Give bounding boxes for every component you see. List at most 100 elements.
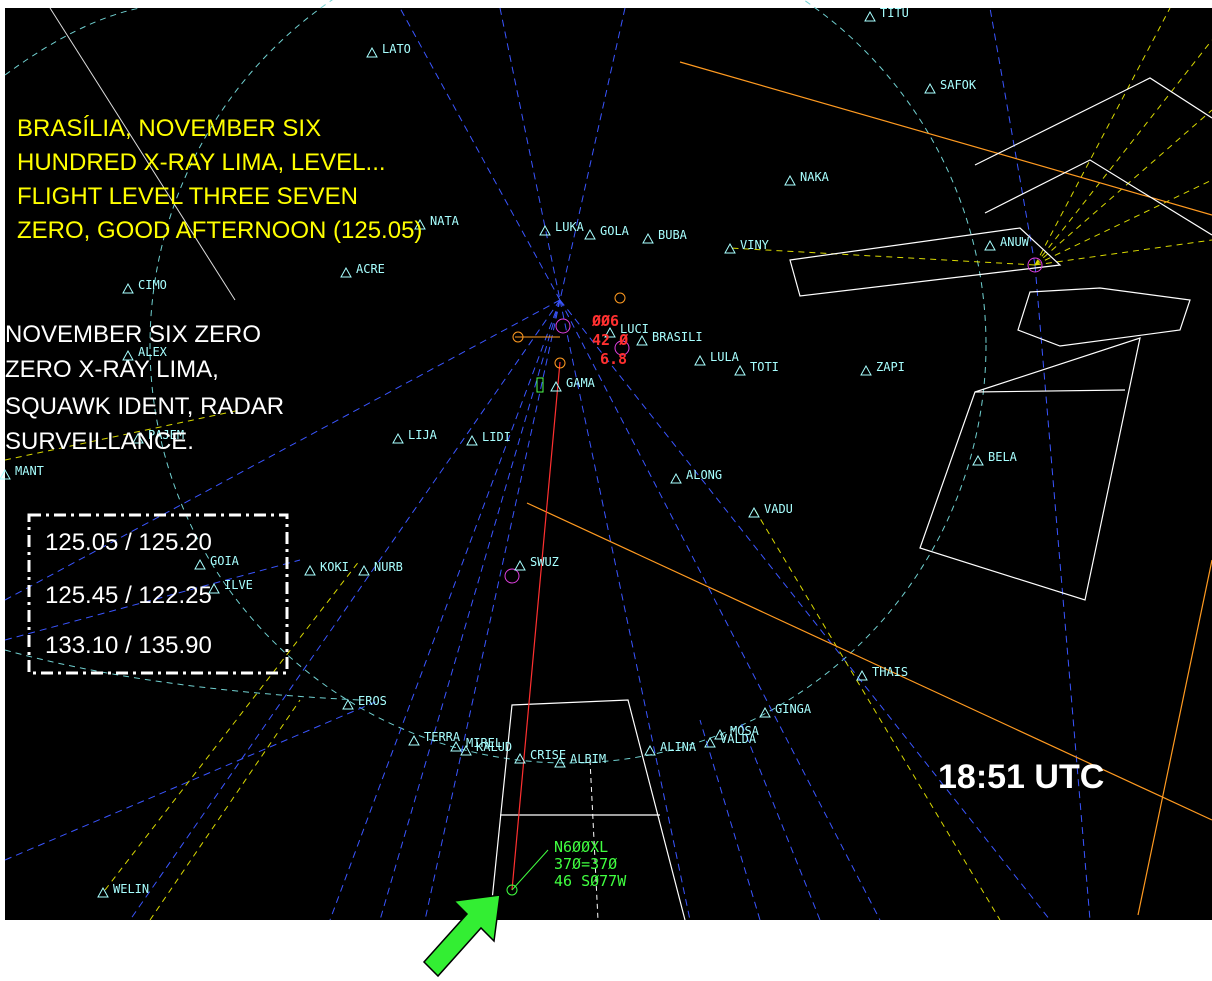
- track-label-line: 6.8: [600, 350, 627, 368]
- range-ring: [4, 7, 141, 76]
- waypoint-symbol: [539, 224, 551, 236]
- waypoint-symbol: [514, 559, 526, 571]
- track-symbol: [512, 331, 524, 343]
- waypoints: TITU SAFOK LATO NAKA NATA LUKA GOLA BUBA VINY ANU…: [0, 6, 1030, 898]
- waypoint-label: VADU: [764, 502, 793, 516]
- waypoint-label: BELA: [988, 450, 1018, 464]
- waypoint-symbol: [194, 558, 206, 570]
- waypoint-label: ANUW: [1000, 235, 1030, 249]
- waypoint-label: ZAPI: [876, 360, 905, 374]
- waypoint-label: TOTI: [750, 360, 779, 374]
- track-symbol: [614, 292, 626, 304]
- waypoint-label: MOSA: [730, 724, 760, 738]
- airway-yellow: [104, 559, 361, 891]
- waypoint-symbol: [972, 454, 984, 466]
- waypoint-label: VINY: [740, 238, 770, 252]
- waypoint-label: MIREL: [466, 736, 502, 750]
- airway-yellow: [1034, 39, 1212, 266]
- airway: [4, 299, 561, 601]
- pointer-arrow: [422, 894, 501, 978]
- waypoint-label: ALONG: [686, 468, 722, 482]
- waypoint-symbol: [784, 174, 796, 186]
- waypoint-label: SAFOK: [940, 78, 977, 92]
- waypoint-label: MANT: [15, 464, 44, 478]
- airway: [559, 299, 691, 921]
- target-label-line: 37Ø=37Ø: [554, 855, 617, 873]
- waypoint-symbol: [304, 564, 316, 576]
- waypoint-label: WELIN: [113, 882, 149, 896]
- airway: [499, 7, 561, 301]
- transcript-line: SQUAWK IDENT, RADAR: [5, 393, 284, 420]
- waypoint-label: ILVE: [224, 578, 253, 592]
- waypoint-symbol: [856, 669, 868, 681]
- frequency: 133.10 / 135.90: [45, 632, 212, 659]
- waypoint-symbol: [358, 564, 370, 576]
- waypoint-label: KALUD: [476, 740, 512, 754]
- waypoint-symbol: [860, 364, 872, 376]
- transcript-line: ZERO X-RAY LIMA,: [5, 356, 219, 383]
- waypoint-label: ALINA: [660, 740, 697, 754]
- other-track-label: ØØ6 42 Ø 6.8: [591, 312, 628, 368]
- waypoint-symbol: [414, 218, 426, 230]
- radar-screen: [5, 8, 1212, 920]
- waypoint-symbol: [584, 228, 596, 240]
- sector: [1017, 287, 1191, 347]
- navaid: [555, 318, 571, 334]
- waypoint-symbol: [342, 698, 354, 710]
- waypoint-symbol: [724, 242, 736, 254]
- range-ring: [149, 0, 987, 764]
- waypoint-label: GOIA: [210, 554, 240, 568]
- pilot-transmission: BRASÍLIA, NOVEMBER SIX HUNDRED X-RAY LIM…: [17, 115, 422, 244]
- waypoint-label: LATO: [382, 42, 411, 56]
- transcript-line: BRASÍLIA, NOVEMBER SIX: [17, 115, 321, 142]
- waypoint-symbol: [864, 10, 876, 22]
- sector: [789, 227, 1062, 297]
- waypoint-symbol: [694, 354, 706, 366]
- transcript-line: FLIGHT LEVEL THREE SEVEN: [17, 183, 358, 210]
- track-label-line: ØØ6: [591, 312, 619, 330]
- airway-yellow: [149, 699, 301, 921]
- waypoint-label: ACRE: [356, 262, 385, 276]
- airway-yellow: [1034, 7, 1171, 266]
- waypoint-label: GAMA: [566, 376, 596, 390]
- waypoint-symbol: [748, 506, 760, 518]
- airway: [699, 719, 761, 921]
- waypoint-symbol: [132, 432, 144, 444]
- waypoint-symbol: [460, 744, 472, 756]
- waypoint-label: LUCI: [620, 322, 649, 336]
- target-symbol: [506, 884, 518, 896]
- airway-yellow: [4, 409, 241, 461]
- waypoint-symbol: [122, 282, 134, 294]
- route-line: [511, 361, 561, 891]
- airway: [4, 699, 381, 861]
- navaid: [1027, 257, 1043, 273]
- boundary-white: [49, 7, 236, 301]
- airway: [424, 299, 561, 921]
- map-lines: [4, 0, 1212, 921]
- waypoint-label: KOKI: [320, 560, 349, 574]
- waypoint-symbol: [604, 326, 616, 338]
- track-label-line: 42 Ø: [592, 331, 628, 349]
- waypoint-symbol: [450, 740, 462, 752]
- waypoint-label: LIDI: [482, 430, 511, 444]
- waypoint-label: BUBA: [658, 228, 688, 242]
- marker: [536, 377, 544, 393]
- waypoint-symbol: [208, 582, 220, 594]
- waypoint-symbol: [644, 744, 656, 756]
- waypoint-symbol: [366, 46, 378, 58]
- waypoint-label: BRASILI: [652, 330, 703, 344]
- airway: [559, 7, 626, 301]
- frequency: 125.45 / 122.25: [45, 582, 212, 609]
- airway: [129, 299, 561, 921]
- waypoint-symbol: [714, 728, 726, 740]
- target-label: N6ØØXL 37Ø=37Ø 46 SØ77W: [554, 838, 627, 890]
- airway: [559, 299, 881, 921]
- waypoint-label: EROS: [358, 694, 387, 708]
- waypoint-symbol: [734, 364, 746, 376]
- target-label-line: N6ØØXL: [554, 838, 608, 856]
- boundary-orange: [1137, 559, 1212, 916]
- waypoint-symbol: [514, 752, 526, 764]
- transcript-line: NOVEMBER SIX ZERO: [5, 321, 261, 348]
- boundary-orange: [526, 502, 1212, 821]
